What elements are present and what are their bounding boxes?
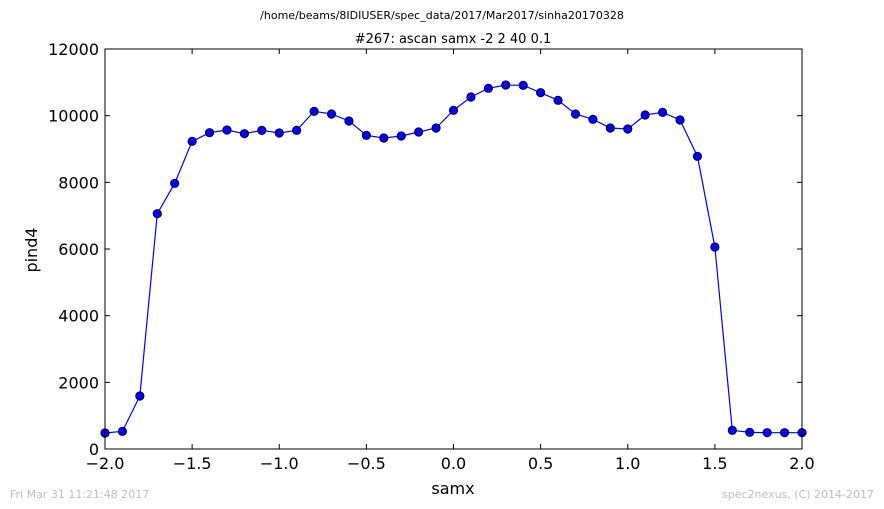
data-point xyxy=(466,92,476,102)
data-point xyxy=(692,151,703,161)
data-point xyxy=(274,128,284,138)
data-point xyxy=(292,125,302,135)
data-point xyxy=(623,124,633,134)
data-point xyxy=(135,391,145,401)
data-point xyxy=(727,425,737,435)
timestamp: Fri Mar 31 11:21:48 2017 xyxy=(10,488,150,501)
data-point xyxy=(779,428,790,438)
data-point xyxy=(570,109,581,119)
data-point xyxy=(675,115,685,125)
x-tick-label: −1.5 xyxy=(173,454,212,473)
data-point xyxy=(222,125,232,135)
x-tick-label: 1.0 xyxy=(615,454,640,473)
data-point xyxy=(361,130,371,140)
data-point xyxy=(379,133,389,143)
x-tick-label: 0.0 xyxy=(441,454,466,473)
data-point xyxy=(431,123,441,133)
data-point xyxy=(239,129,249,139)
credit-label: spec2nexus, (C) 2014-2017 xyxy=(722,488,874,501)
data-point xyxy=(657,107,668,117)
y-axis-label: pind4 xyxy=(22,227,41,272)
x-axis-label: samx xyxy=(431,479,474,498)
data-point xyxy=(762,428,772,438)
data-point xyxy=(605,123,615,133)
data-point xyxy=(117,426,128,436)
chart-title: #267: ascan samx -2 2 40 0.1 xyxy=(355,32,552,47)
series-layer xyxy=(100,80,807,438)
data-point xyxy=(309,106,319,116)
axes-frame xyxy=(104,48,803,450)
x-tick-label: 0.5 xyxy=(528,454,553,473)
data-point xyxy=(745,427,755,437)
y-tick-label: 8000 xyxy=(58,173,99,192)
y-tick-label: 12000 xyxy=(48,40,99,59)
data-point xyxy=(344,116,354,126)
data-point xyxy=(710,242,720,252)
y-tick-label: 0 xyxy=(89,440,99,459)
data-point xyxy=(536,88,546,98)
data-point xyxy=(553,95,563,105)
x-tick-label: −2.0 xyxy=(86,454,125,473)
data-point xyxy=(501,80,511,90)
data-point xyxy=(152,209,162,219)
axis-ticks: −2.0 −1.5 −1.0 −0.5 0.0 0.5 1.0 1.5 2.0 0 2000 4000… xyxy=(48,40,815,473)
data-point xyxy=(483,83,493,93)
y-tick-label: 6000 xyxy=(58,240,99,259)
y-tick-label: 10000 xyxy=(48,107,99,126)
data-point xyxy=(518,80,528,90)
data-point xyxy=(170,178,180,188)
data-point xyxy=(414,127,424,137)
x-tick-label: −1.0 xyxy=(260,454,299,473)
data-point xyxy=(257,125,267,135)
data-point xyxy=(640,110,650,120)
x-tick-label: −0.5 xyxy=(347,454,386,473)
data-point xyxy=(326,109,337,119)
y-tick-label: 4000 xyxy=(58,307,99,326)
data-point xyxy=(588,114,598,124)
x-tick-label: 1.5 xyxy=(702,454,727,473)
data-point xyxy=(448,105,459,115)
y-tick-label: 2000 xyxy=(58,373,99,392)
figure-suptitle: /home/beams/8IDIUSER/spec_data/2017/Mar2… xyxy=(260,9,624,22)
data-point xyxy=(187,136,197,146)
data-point xyxy=(204,128,215,138)
x-tick-label: 2.0 xyxy=(789,454,814,473)
data-point xyxy=(396,131,406,141)
